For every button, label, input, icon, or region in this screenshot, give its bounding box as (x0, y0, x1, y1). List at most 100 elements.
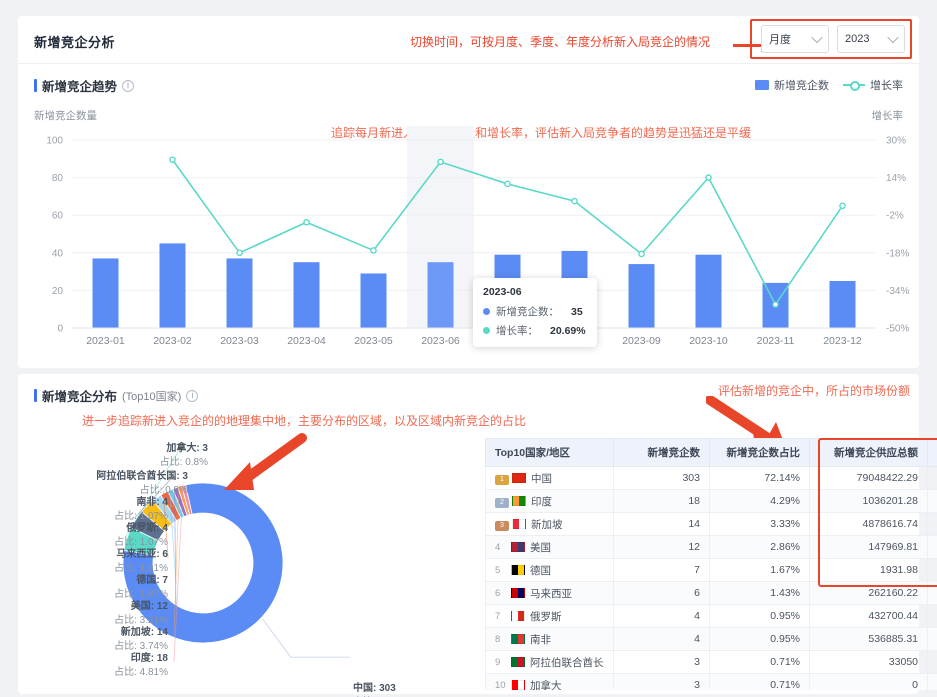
country-table-container: Top10国家/地区 新增竞企数 新增竞企数占比 新增竞企供应总额 新增竞 1 中… (485, 438, 937, 690)
rank-number: 8 (495, 633, 501, 645)
cell-extra (927, 512, 937, 536)
col-supply[interactable]: 新增竞企供应总额 (809, 438, 928, 467)
cell-country: 8 南非 (485, 627, 614, 651)
cell-country: 6 马来西亚 (485, 581, 614, 605)
cell-supply: 4878616.74 (809, 512, 928, 536)
legend-label-rate: 增长率 (870, 80, 903, 92)
cell-pct: 2.86% (709, 535, 810, 559)
table-row[interactable]: 10 加拿大 3 0.71% 0 (485, 673, 937, 691)
tooltip-value-count: 35 (571, 305, 583, 318)
table-row[interactable]: 4 美国 122.86%147969.811 (485, 535, 937, 559)
legend-item-rate[interactable]: 增长率 (843, 77, 903, 93)
cell-pct: 0.71% (709, 650, 810, 674)
page-title: 新增竞企分析 (34, 35, 116, 50)
line-points (169, 156, 846, 308)
cell-pct: 1.43% (709, 581, 810, 605)
dist-section-subtitle: (Top10国家) (122, 390, 182, 403)
tooltip-label-count: 新增竞企数： (496, 306, 559, 318)
table-row[interactable]: 5 德国 7 1.67% 1931.98 (485, 558, 937, 582)
svg-text:-50%: -50% (886, 324, 909, 335)
info-icon[interactable]: i (186, 389, 199, 402)
donut-label-pct: 占比: 0.8% (159, 456, 208, 468)
donut-label-uae: 阿拉伯联合酋长国: 3 占比: 0.8% (26, 470, 188, 497)
cell-supply: 147969.81 (809, 535, 928, 559)
period-select[interactable]: 月度 (761, 25, 829, 53)
svg-text:2023-12: 2023-12 (823, 335, 862, 347)
svg-text:100: 100 (46, 136, 63, 147)
svg-text:2023-11: 2023-11 (757, 335, 795, 347)
trend-card: 新增竞企分析 切换时间，可按月度、季度、年度分析新入局竞企的情况 月度 2023 (18, 16, 919, 368)
dist-subheader: 新增竞企分布 (Top10国家) i (34, 386, 199, 405)
donut-label-canada: 加拿大: 3 占比: 0.8% (98, 442, 208, 469)
y2-axis-title: 增长率 (871, 110, 904, 122)
tooltip-row-count: 新增竞企数： 35 (483, 304, 586, 319)
table-row[interactable]: 9 阿拉伯联合酋长 3 0.71% 33050 (485, 650, 937, 674)
country-name: 南非 (530, 633, 551, 646)
cell-extra (927, 581, 937, 605)
flag-icon (511, 657, 525, 667)
distribution-card: 新增竞企分布 (Top10国家) i 进一步追踪新进入竞企的的地理集中地，主要分… (18, 374, 937, 697)
donut-label-pct: 占比: 1.07% (114, 510, 168, 522)
cell-pct: 0.95% (709, 627, 810, 651)
donut-label-name: 加拿大: 3 (166, 443, 208, 454)
rank-number: 9 (495, 656, 501, 668)
tooltip-label-rate: 增长率： (496, 325, 538, 337)
rank-number: 5 (495, 564, 501, 576)
tooltip-row-rate: 增长率： 20.69% (483, 323, 586, 338)
legend-item-count[interactable]: 新增竞企数 (755, 77, 829, 93)
country-name: 美国 (530, 541, 551, 554)
flag-icon (511, 680, 525, 690)
rank-badge: 3 (495, 520, 509, 531)
cell-extra: 1 (927, 535, 937, 559)
cell-country: 2 印度 (485, 489, 614, 513)
trend-subheader: 新增竞企趋势 i (34, 76, 135, 95)
legend-square-icon (755, 80, 769, 90)
flag-icon (511, 565, 525, 575)
col-count[interactable]: 新增竞企数 (613, 438, 710, 467)
donut-label-name: 阿拉伯联合酋长国: 3 (96, 471, 188, 482)
col-country[interactable]: Top10国家/地区 (485, 438, 614, 467)
cell-supply: 1036201.28 (809, 489, 928, 513)
cell-supply: 262160.22 (809, 581, 928, 605)
country-name: 马来西亚 (530, 587, 572, 600)
cell-extra (927, 650, 937, 674)
donut-label-pct: 占比: 1.07% (114, 536, 168, 548)
country-name: 加拿大 (530, 679, 562, 691)
col-extra[interactable]: 新增竞 (927, 438, 937, 467)
table-row[interactable]: 8 南非 4 0.95% 536885.31 (485, 627, 937, 651)
country-name: 阿拉伯联合酋长 (530, 656, 604, 669)
svg-text:2023-04: 2023-04 (287, 335, 326, 347)
donut-label-usa: 美国: 12 占比: 3.21% (48, 600, 168, 627)
cell-pct: 3.33% (709, 512, 810, 536)
svg-text:40: 40 (52, 248, 64, 259)
donut-label-name: 新加坡: 14 (120, 627, 168, 638)
donut-label-germany: 德国: 7 占比: 1.87% (48, 574, 168, 601)
donut-label-name: 马来西亚: 6 (116, 549, 168, 560)
cell-count: 4 (613, 627, 710, 651)
trend-legend: 新增竞企数 增长率 (755, 77, 903, 93)
svg-text:2023-01: 2023-01 (86, 335, 125, 347)
tooltip-value-rate: 20.69% (550, 324, 586, 337)
table-row[interactable]: 6 马来西亚 6 1.43% 262160.22 (485, 581, 937, 605)
donut-label-southafrica: 南非: 4 占比: 1.07% (48, 496, 168, 523)
section-marker (34, 389, 37, 402)
table-row[interactable]: 3 新加坡 14 3.33% 4878616.74 (485, 512, 937, 536)
y-axis-title: 新增竞企数量 (34, 110, 97, 122)
chevron-down-icon (811, 31, 823, 44)
cell-country: 3 新加坡 (485, 512, 614, 536)
info-icon[interactable]: i (122, 79, 135, 92)
svg-text:2023-09: 2023-09 (622, 335, 661, 347)
table-row[interactable]: 2 印度 184.29%1036201.281 (485, 489, 937, 513)
donut-label-pct: 占比: 3.21% (114, 614, 168, 626)
cell-supply: 432700.44 (809, 604, 928, 628)
cell-country: 9 阿拉伯联合酋长 (485, 650, 614, 674)
svg-text:-2%: -2% (886, 211, 904, 222)
section-marker (34, 79, 37, 92)
donut-label-china: 中国: 303 占比: 81.02% (353, 682, 412, 697)
col-pct[interactable]: 新增竞企数占比 (709, 438, 810, 467)
table-row[interactable]: 7 俄罗斯 4 0.95% 432700.44 (485, 604, 937, 628)
year-select[interactable]: 2023 (837, 25, 905, 53)
cell-count: 3 (613, 673, 710, 690)
header-annotation: 切换时间，可按月度、季度、年度分析新入局竞企的情况 (410, 35, 711, 49)
